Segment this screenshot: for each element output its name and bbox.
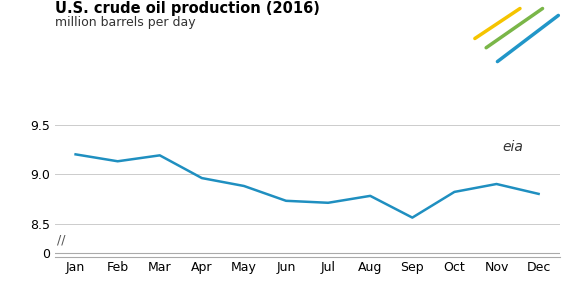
Text: million barrels per day: million barrels per day (55, 16, 195, 29)
Text: eia: eia (503, 140, 523, 154)
Text: //: // (57, 233, 65, 246)
Text: U.S. crude oil production (2016): U.S. crude oil production (2016) (55, 1, 319, 16)
